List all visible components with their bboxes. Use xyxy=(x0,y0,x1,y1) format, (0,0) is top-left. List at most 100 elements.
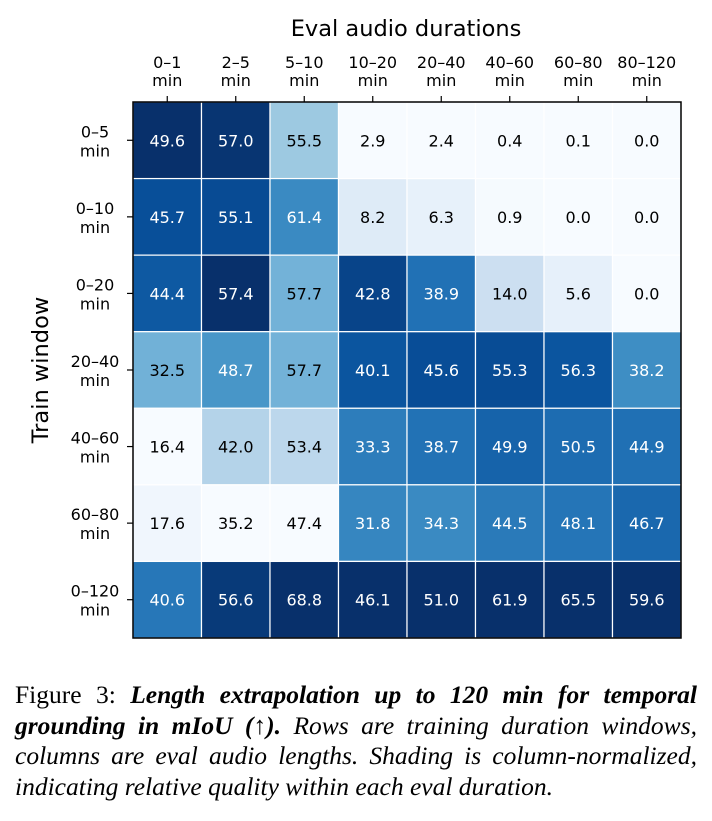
figure-caption: Figure 3: Length extrapolation up to 120… xyxy=(15,680,697,802)
row-tick-unit: min xyxy=(80,448,110,467)
cell-value-label: 57.7 xyxy=(286,284,322,303)
heatmap-cell xyxy=(543,560,614,639)
heatmap-cell xyxy=(406,101,477,180)
cell-value-label: 55.1 xyxy=(218,208,254,227)
cell-value-label: 42.0 xyxy=(218,438,254,457)
cell-value-label: 40.1 xyxy=(355,361,391,380)
heatmap-cell xyxy=(474,177,545,256)
column-tick-label: 10–20 xyxy=(348,53,397,72)
cell-value-label: 57.0 xyxy=(218,131,254,150)
caption-lead: Figure 3: xyxy=(15,680,131,709)
column-tick-label: 20–40 xyxy=(417,53,466,72)
column-tick-unit: min xyxy=(289,71,319,90)
column-tick-label: 5–10 xyxy=(285,53,324,72)
cell-value-label: 40.6 xyxy=(149,591,185,610)
cell-value-label: 68.8 xyxy=(286,591,322,610)
cell-value-label: 46.7 xyxy=(629,514,665,533)
row-tick-unit: min xyxy=(80,371,110,390)
cell-value-label: 56.6 xyxy=(218,591,254,610)
heatmap-cell xyxy=(269,560,340,639)
cell-value-label: 0.9 xyxy=(497,208,522,227)
heatmap-cell xyxy=(611,331,682,409)
row-tick-unit: min xyxy=(80,141,110,160)
cell-value-label: 8.2 xyxy=(360,208,385,227)
cell-value-label: 44.9 xyxy=(629,438,665,457)
heatmap-cell xyxy=(337,484,408,563)
column-tick-unit: min xyxy=(495,71,525,90)
heatmap-cell xyxy=(611,177,682,256)
cell-value-label: 2.9 xyxy=(360,131,385,150)
caption-bold: Length extrapolation up to 120 min for t… xyxy=(15,680,697,740)
column-tick-unit: min xyxy=(563,71,593,90)
heatmap-cell xyxy=(269,177,340,256)
cell-value-label: 6.3 xyxy=(429,208,454,227)
cell-value-label: 51.0 xyxy=(423,591,459,610)
cell-value-label: 14.0 xyxy=(492,284,528,303)
row-tick-label: 40–60 xyxy=(71,429,120,448)
heatmap-cell xyxy=(269,331,340,409)
heatmap-cell xyxy=(132,101,203,180)
column-tick-unit: min xyxy=(632,71,662,90)
cell-value-label: 44.5 xyxy=(492,514,528,533)
cell-value-label: 56.3 xyxy=(560,361,596,380)
cell-value-label: 61.9 xyxy=(492,591,528,610)
cell-value-label: 57.4 xyxy=(218,284,254,303)
heatmap-cell xyxy=(543,484,614,563)
cell-value-label: 38.7 xyxy=(423,438,459,457)
heatmap-cell xyxy=(200,407,271,486)
heatmap-cell xyxy=(269,407,340,486)
cell-value-label: 65.5 xyxy=(560,591,596,610)
heatmap-cell xyxy=(200,560,271,639)
heatmap-cell xyxy=(269,484,340,563)
heatmap-cell xyxy=(474,331,545,409)
heatmap-cell xyxy=(611,560,682,639)
cell-value-label: 48.7 xyxy=(218,361,254,380)
cell-value-label: 32.5 xyxy=(149,361,185,380)
row-tick-label: 0–10 xyxy=(76,199,115,218)
row-tick-unit: min xyxy=(80,601,110,620)
column-tick-label: 2–5 xyxy=(222,53,250,72)
column-tick-labels: 0–1min2–5min5–10min10–20min20–40min40–60… xyxy=(152,53,676,90)
cell-value-label: 59.6 xyxy=(629,591,665,610)
row-tick-label: 0–120 xyxy=(71,582,120,601)
cell-value-label: 38.2 xyxy=(629,361,665,380)
row-tick-labels: 0–5min0–10min0–20min20–40min40–60min60–8… xyxy=(71,122,120,619)
column-tick-label: 40–60 xyxy=(485,53,534,72)
column-tick-unit: min xyxy=(221,71,251,90)
heatmap-cells: 49.6 45.7 44.4 32.5 16.4 17.6 40.6 57.0 55.1 57.4… xyxy=(132,101,682,639)
heatmap-cell xyxy=(406,254,477,333)
cell-value-label: 47.4 xyxy=(286,514,322,533)
heatmap-cell xyxy=(474,101,545,180)
cell-value-label: 61.4 xyxy=(286,208,322,227)
column-tick-label: 80–120 xyxy=(617,53,676,72)
row-tick-label: 0–5 xyxy=(81,122,109,141)
cell-value-label: 57.7 xyxy=(286,361,322,380)
heatmap-cell xyxy=(474,560,545,639)
heatmap-cell xyxy=(269,254,340,333)
heatmap-cell xyxy=(543,407,614,486)
heatmap-cell xyxy=(337,177,408,256)
heatmap-cell xyxy=(200,254,271,333)
heatmap-cell xyxy=(611,407,682,486)
heatmap-frame xyxy=(132,101,682,639)
cell-value-label: 45.7 xyxy=(149,208,185,227)
cell-value-label: 50.5 xyxy=(560,438,596,457)
heatmap-cell xyxy=(474,407,545,486)
row-tick-unit: min xyxy=(80,218,110,237)
cell-value-label: 45.6 xyxy=(423,361,459,380)
cell-value-label: 55.3 xyxy=(492,361,528,380)
cell-value-label: 0.1 xyxy=(566,131,591,150)
heatmap-cell xyxy=(200,101,271,180)
cell-value-label: 0.0 xyxy=(566,208,591,227)
cell-value-label: 44.4 xyxy=(149,284,185,303)
row-tick-label: 60–80 xyxy=(71,505,120,524)
cell-value-label: 5.6 xyxy=(566,284,591,303)
heatmap-cell xyxy=(543,331,614,409)
axis-ticks xyxy=(127,96,648,601)
cell-value-label: 42.8 xyxy=(355,284,391,303)
cell-value-label: 2.4 xyxy=(429,131,454,150)
column-tick-label: 60–80 xyxy=(554,53,603,72)
heatmap-cell xyxy=(132,254,203,333)
column-tick-label: 0–1 xyxy=(153,53,181,72)
chart-title: Eval audio durations xyxy=(291,16,522,42)
